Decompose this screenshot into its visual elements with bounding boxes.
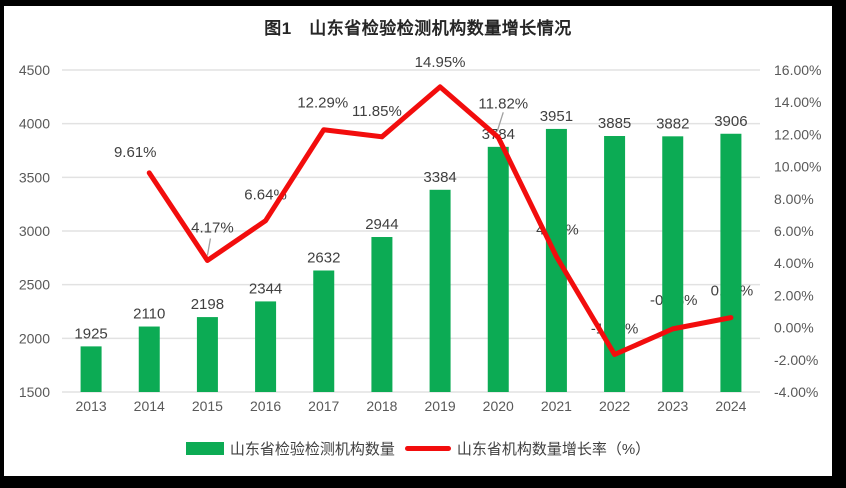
bar [196,317,218,392]
bar [720,133,742,393]
legend-item-line-series: 山东省机构数量增长率（%） [404,438,651,459]
line-value-label: 9.61% [114,144,157,161]
bar [429,189,451,392]
right-axis-tick-label: -2.00% [774,352,818,368]
label-leader-line [206,238,212,256]
x-axis-tick-label: 2018 [366,398,397,414]
legend-item-bar-series: 山东省检验检测机构数量 [185,438,395,459]
bar [313,270,335,392]
chart-title: 图1 山东省检验检测机构数量增长情况 [264,19,572,38]
bar-value-label: 3885 [598,115,631,132]
left-axis-tick-label: 2500 [19,277,50,293]
right-axis-tick-label: 10.00% [774,159,821,175]
right-axis-tick-label: 12.00% [774,126,821,142]
right-axis-tick-label: 8.00% [774,191,814,207]
x-axis-tick-label: 2013 [76,398,107,414]
left-axis-tick-label: 4000 [19,116,50,132]
bar-value-label: 2110 [133,306,165,323]
bar [80,346,102,392]
bar [487,146,509,392]
bar [662,136,684,392]
bar-series-swatch [185,441,224,455]
line-value-label: 14.95% [415,54,466,71]
x-axis-tick-label: 2022 [599,398,630,414]
right-axis-tick-label: -4.00% [774,384,818,400]
label-leader-line [496,112,504,132]
line-value-label: 12.29% [297,95,348,112]
bar-value-label: 3906 [714,113,747,130]
bar-value-label: 3882 [656,115,689,132]
bar [604,136,626,392]
plot-area: 4500 4000 3500 3000 2500 2000 1500 16.00% 14.00%… [19,54,822,414]
right-axis-tick-label: 2.00% [774,287,814,303]
x-axis-tick-label: 2023 [657,398,688,414]
bar-value-label: 2198 [191,296,224,313]
right-axis-tick-label: 14.00% [774,94,821,110]
line-value-label: 4.17% [191,219,234,236]
right-axis-tick-label: 4.00% [774,255,814,271]
x-axis-tick-label: 2016 [250,398,281,414]
left-axis-tick-label: 2000 [19,330,50,346]
x-axis-tick-label: 2015 [192,398,223,414]
legend-label-bar-series: 山东省检验检测机构数量 [229,440,395,458]
left-axis-tick-label: 4500 [19,62,50,78]
bar-value-label: 1925 [74,325,107,342]
x-axis-tick-label: 2019 [425,398,456,414]
x-axis-tick-label: 2014 [134,398,165,414]
line-value-label: 11.82% [478,95,528,112]
bar-value-label: 3951 [540,108,573,125]
legend-label-line-series: 山东省机构数量增长率（%） [456,440,651,458]
bar-value-label: 2944 [365,216,398,233]
x-axis-tick-label: 2024 [715,398,746,414]
right-axis-tick-label: 16.00% [774,62,821,78]
bar-value-label: 2344 [249,280,282,297]
bar [371,237,393,392]
left-axis-tick-label: 3500 [19,169,50,185]
bar [138,326,160,392]
x-axis-tick-label: 2017 [308,398,339,414]
left-axis-tick-label: 3000 [19,223,50,239]
line-value-label: 11.85% [352,103,402,120]
x-axis-tick-label: 2020 [483,398,514,414]
x-axis-tick-label: 2021 [541,398,572,414]
bar [255,301,277,392]
chart: 图1 山东省检验检测机构数量增长情况 4500 4000 3500 3000 2500 2… [4,6,832,476]
legend: 山东省检验检测机构数量 山东省机构数量增长率（%） [4,436,832,460]
bar-value-label: 3384 [423,169,456,186]
growth-rate-line [146,84,734,357]
left-axis-tick-label: 1500 [19,384,50,400]
bar-value-label: 2632 [307,249,340,266]
line-series-swatch [404,445,451,451]
right-axis-tick-label: 6.00% [774,223,814,239]
right-axis-tick-label: 0.00% [774,320,814,336]
